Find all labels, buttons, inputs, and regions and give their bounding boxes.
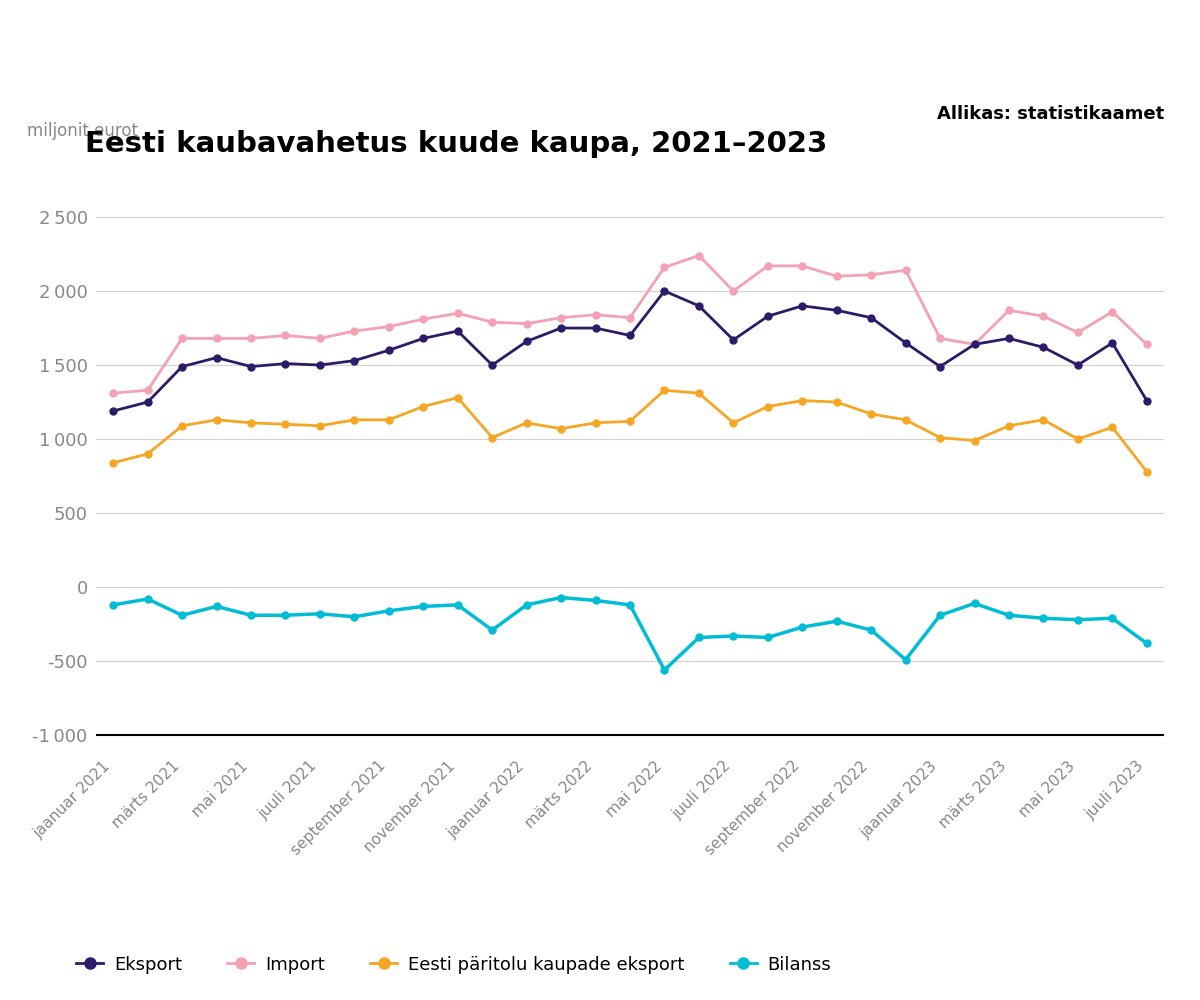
Text: Eesti kaubavahetus kuude kaupa, 2021–2023: Eesti kaubavahetus kuude kaupa, 2021–202… bbox=[85, 130, 828, 158]
Text: miljonit eurot: miljonit eurot bbox=[26, 122, 138, 140]
Legend: Eksport, Import, Eesti päritolu kaupade eksport, Bilanss: Eksport, Import, Eesti päritolu kaupade … bbox=[70, 949, 839, 981]
Text: Allikas: statistikaamet: Allikas: statistikaamet bbox=[937, 105, 1164, 123]
